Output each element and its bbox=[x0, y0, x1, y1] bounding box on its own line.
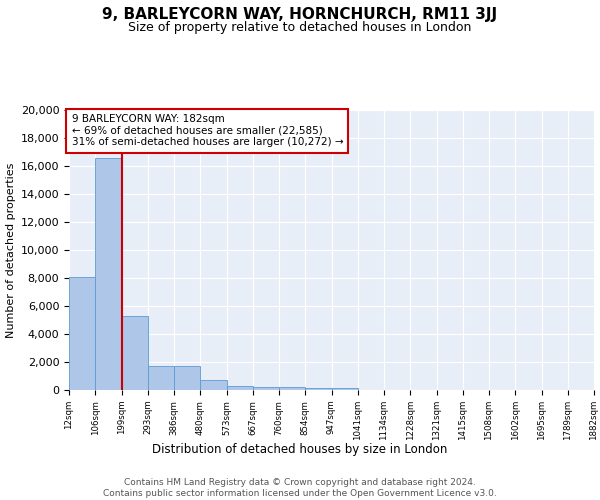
Bar bbox=[305, 388, 331, 390]
Text: Size of property relative to detached houses in London: Size of property relative to detached ho… bbox=[128, 21, 472, 34]
Bar bbox=[331, 388, 358, 390]
Text: 9 BARLEYCORN WAY: 182sqm
← 69% of detached houses are smaller (22,585)
31% of se: 9 BARLEYCORN WAY: 182sqm ← 69% of detach… bbox=[71, 114, 343, 148]
Bar bbox=[227, 386, 253, 390]
Bar bbox=[121, 316, 148, 390]
Bar bbox=[279, 387, 305, 390]
Bar bbox=[69, 276, 95, 390]
Text: Contains HM Land Registry data © Crown copyright and database right 2024.
Contai: Contains HM Land Registry data © Crown c… bbox=[103, 478, 497, 498]
Text: 9, BARLEYCORN WAY, HORNCHURCH, RM11 3JJ: 9, BARLEYCORN WAY, HORNCHURCH, RM11 3JJ bbox=[103, 8, 497, 22]
Y-axis label: Number of detached properties: Number of detached properties bbox=[7, 162, 16, 338]
Bar bbox=[253, 386, 279, 390]
Bar bbox=[95, 158, 121, 390]
Bar bbox=[148, 366, 174, 390]
Bar bbox=[200, 380, 227, 390]
Bar bbox=[174, 366, 200, 390]
Text: Distribution of detached houses by size in London: Distribution of detached houses by size … bbox=[152, 442, 448, 456]
